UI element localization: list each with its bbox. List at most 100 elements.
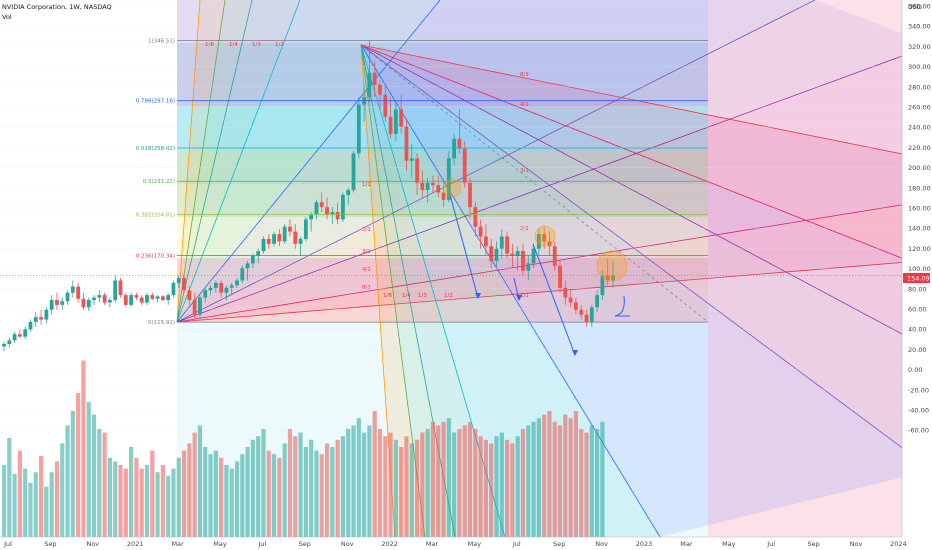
arrow-head [516,295,522,301]
volume-bar [12,474,17,537]
volume-bar [309,439,314,537]
candle-body [521,251,525,271]
candle-body [81,298,86,308]
candle-body [351,153,356,191]
candle-body [473,207,478,227]
time-tick: May [468,540,482,548]
volume-bar [489,443,494,537]
volume-bar [197,425,203,537]
gann-label: 2/1 [520,226,529,232]
candle-body [92,297,96,301]
candle-body [203,290,208,298]
last-price-badge [903,273,930,283]
volume-bar [536,418,541,537]
volume-bar [584,432,589,537]
time-tick: Sep [553,540,565,548]
fan-down-wedge-5 [361,45,902,448]
time-tick: Mar [426,540,439,548]
candle-body [378,84,382,95]
volume-bar [557,425,563,537]
volume-bar [531,421,536,537]
fan-up-line-8 [176,262,902,323]
candle-body [547,241,552,247]
candle-body [335,212,340,220]
volume-label: Vol [2,13,12,21]
fan-down-line-7 [360,44,902,259]
volume-bar [462,425,467,537]
time-tick: Nov [595,540,608,548]
gann-label: 1/3 [252,42,261,48]
price-tick: -40.00 [908,407,929,415]
volume-bar [340,436,346,537]
candle-body [28,322,33,330]
candle-body [277,234,282,242]
volume-bar [430,421,436,537]
candle-body [33,317,38,322]
candle-body [245,263,250,269]
candle-body [139,297,144,303]
candle-body [192,300,197,315]
price-tick: 100.00 [908,265,931,273]
volume-bar [483,439,489,537]
candle-body [319,202,324,208]
candle-body [17,334,22,337]
volume-bar [319,454,324,537]
candle-body [489,246,494,261]
candle-body [605,275,610,281]
volume-bar [346,429,351,537]
candle-body [266,238,271,244]
volume-bar [208,454,213,537]
volume-bar [60,443,65,537]
time-tick: Jul [512,540,521,548]
volume-bar [128,447,134,537]
volume-bar [28,483,33,537]
volume-bar [213,450,218,537]
candle-body [425,182,430,191]
candle-body [303,219,308,239]
time-tick: May [213,540,227,548]
candle-body [288,226,292,232]
fib-zone-1 [177,43,708,106]
candle-body [118,280,123,296]
fan-down-wedge-7 [361,45,902,259]
volume-bar [404,436,409,537]
candle-body [250,256,255,264]
candle-body [60,301,65,305]
gann-label: 1/2 [275,42,284,48]
fan-up-line-1 [176,0,226,323]
fan-up-line-2 [176,0,253,323]
candle-body [452,138,457,159]
volume-bar [7,438,12,537]
candle-body [182,278,186,291]
candle-body [563,287,568,298]
candle-body [431,182,435,186]
price-tick: 260.00 [908,104,931,112]
candle-body [123,295,128,305]
volume-bar [330,447,335,537]
candle-body [150,295,155,299]
candle-body [240,268,245,281]
fib-label: 0.786(297.16) [136,99,175,105]
fan-down-wedge-0 [361,45,425,537]
candle-body [65,292,70,302]
volume-bar [425,429,430,537]
candle-body [70,286,75,293]
price-tick: 320.00 [908,43,931,51]
candle-body [272,234,276,244]
volume-bar [229,468,234,537]
candle-body [325,207,329,215]
candle-body [372,72,377,85]
candle-body [129,295,133,305]
gann-label: 1/8 [205,42,214,48]
candle-body [383,94,388,117]
volume-bar [351,425,356,537]
candle-body [526,263,531,271]
candle-body [346,190,351,195]
volume-bar [113,461,118,537]
volume-bar [277,457,282,537]
time-tick: 2024 [890,540,907,548]
volume-bar [399,447,404,537]
volume-bar [160,465,165,537]
volume-bar [38,456,44,537]
